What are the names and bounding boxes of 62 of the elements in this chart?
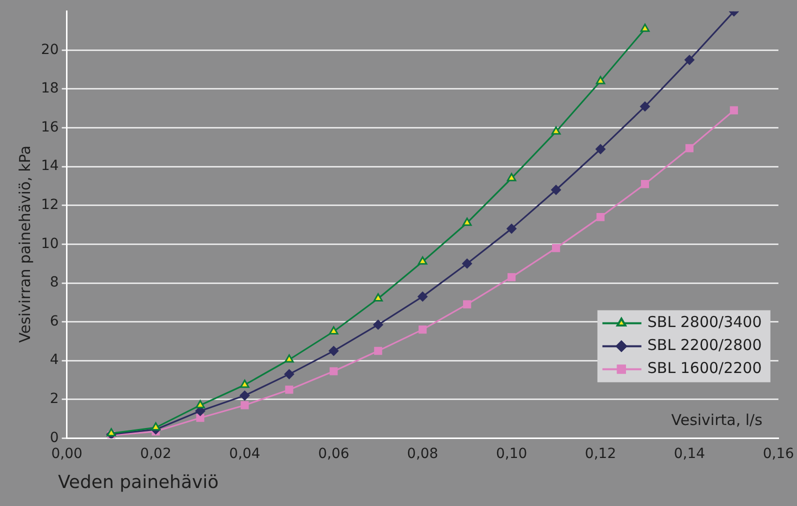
point [596,76,606,84]
legend-label: SBL 2200/2800 [647,336,762,354]
x-axis-title: Vesivirta, l/s [671,411,763,430]
point [596,213,605,222]
point [373,320,384,330]
point [462,218,472,226]
y-tick-label: 6 [50,313,59,330]
x-tick-label: 0,04 [229,446,260,462]
point [284,369,294,380]
x-tick-label: 0,02 [140,446,172,462]
y-axis-title: Vesivirran painehäviö, kPa [16,146,34,343]
point [551,126,561,135]
point [685,144,694,152]
point [506,172,516,182]
point [151,422,160,431]
point [551,184,562,195]
y-tick-label: 2 [50,391,59,408]
y-tick-label: 20 [40,42,59,58]
point [640,24,650,32]
x-tick-label: 0,08 [407,446,438,462]
point [240,390,250,401]
point [240,401,249,410]
y-tick-label: 4 [50,352,59,368]
point [284,354,294,363]
x-tick-label: 0,10 [496,446,528,462]
y-tick-label: 10 [40,236,59,252]
y-tick-label: 0 [50,430,59,446]
text: Veden painehäviö [58,472,219,493]
y-tick-label: 8 [50,274,59,291]
point [418,292,428,302]
point [418,326,427,334]
point [506,224,517,234]
point [330,367,338,376]
x-tick-label: 0,00 [51,446,82,462]
point [596,144,606,154]
y-tick-label: 18 [40,80,59,97]
point [373,293,383,302]
point [640,180,650,188]
point [640,101,650,112]
legend-label: SBL 2800/3400 [647,313,762,332]
y-tick-label: 14 [40,158,59,174]
point [374,346,382,355]
point [463,300,472,308]
point [285,386,294,394]
y-tick-label: 16 [40,119,59,136]
point [196,400,205,408]
x-tick-label: 0,06 [318,446,350,462]
point [462,258,472,269]
point [418,256,428,265]
legend-label: SBL 1600/2200 [647,359,762,378]
point [552,244,560,252]
point [730,106,738,114]
point [328,346,339,356]
x-tick-label: 0,12 [584,446,616,462]
point [240,380,250,388]
point [196,414,204,422]
x-tick-label: 0,14 [674,446,706,462]
point [684,54,694,65]
point [329,326,338,334]
x-tick-label: 0,16 [762,446,794,462]
y-tick-label: 12 [40,197,59,214]
point [508,273,516,282]
